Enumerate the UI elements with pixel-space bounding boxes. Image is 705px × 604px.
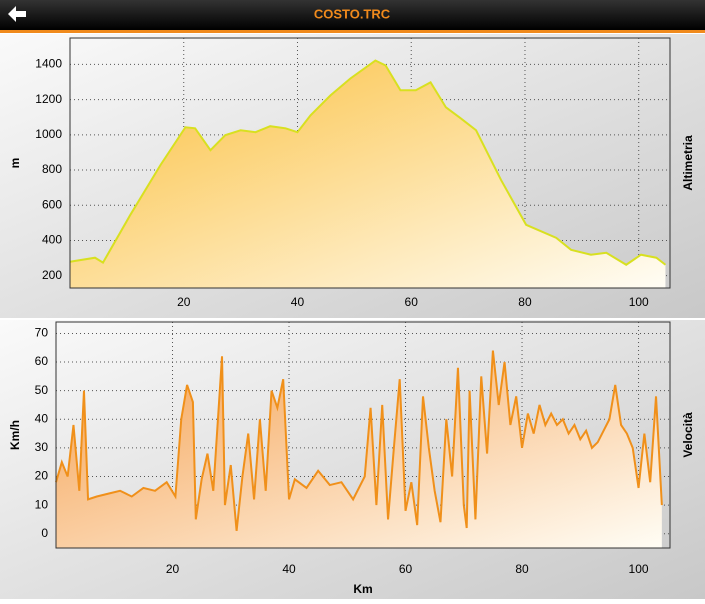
x-tick-label: 60 — [405, 295, 419, 309]
x-tick-label: 100 — [629, 562, 649, 576]
y-tick-label: 20 — [35, 469, 49, 483]
y-tick-label: 70 — [35, 326, 49, 340]
y-tick-label: 60 — [35, 354, 49, 368]
header-line — [0, 30, 705, 33]
x-axis-label: Km — [353, 582, 372, 596]
line — [69, 59, 667, 266]
header-bar — [0, 0, 705, 30]
x-tick-label: 20 — [166, 562, 180, 576]
chart-title: Altimetria — [681, 135, 695, 191]
x-tick-label: 80 — [518, 295, 532, 309]
line — [55, 350, 663, 531]
y-tick-label: 50 — [35, 383, 49, 397]
chart-title: Velocità — [681, 412, 695, 458]
y-tick-label: 1000 — [35, 127, 62, 141]
plot-frame — [55, 321, 671, 549]
y-tick-label: 200 — [42, 268, 62, 282]
area — [70, 60, 666, 288]
back-button[interactable] — [8, 6, 26, 22]
y-tick-label: 30 — [35, 440, 49, 454]
y-tick-label: 0 — [41, 526, 48, 540]
x-tick-label: 40 — [291, 295, 305, 309]
y-tick-label: 800 — [42, 162, 62, 176]
header-title: COSTO.TRC — [314, 6, 391, 21]
y-tick-label: 600 — [42, 197, 62, 211]
x-tick-label: 60 — [399, 562, 413, 576]
y-tick-label: 10 — [35, 497, 49, 511]
y-axis-label: Km/h — [8, 420, 22, 450]
y-tick-label: 1400 — [35, 57, 62, 71]
y-tick-label: 400 — [42, 233, 62, 247]
x-tick-label: 40 — [282, 562, 296, 576]
y-tick-label: 40 — [35, 411, 49, 425]
plot-frame — [69, 37, 671, 289]
y-axis-label: m — [8, 158, 22, 169]
x-tick-label: 100 — [629, 295, 649, 309]
y-tick-label: 1200 — [35, 92, 62, 106]
x-tick-label: 80 — [515, 562, 529, 576]
x-tick-label: 20 — [177, 295, 191, 309]
area — [56, 350, 662, 548]
